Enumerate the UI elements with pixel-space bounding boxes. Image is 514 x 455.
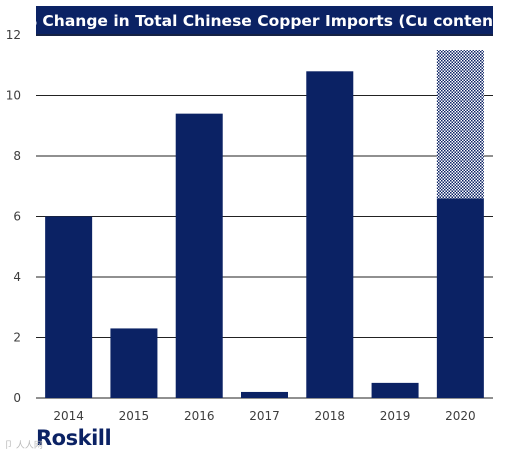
y-tick-label-6: 6 — [13, 210, 21, 224]
y-tick-label-2: 2 — [13, 331, 21, 345]
grid-lines — [36, 34, 493, 399]
bar-2020 — [436, 198, 484, 398]
watermark: 卩 人人网 — [4, 441, 43, 451]
x-tick-label-2016: 2016 — [184, 409, 215, 423]
x-axis-ticks: 2014 2015 2016 2017 2018 2019 2020 — [53, 409, 475, 423]
x-tick-label-2014: 2014 — [53, 409, 84, 423]
bar-2017 — [241, 391, 288, 398]
bar-hatched-2020 — [436, 50, 484, 199]
y-tick-label-8: 8 — [13, 149, 21, 163]
chart-title: % Change in Total Chinese Copper Imports… — [21, 12, 508, 30]
bar-2019 — [371, 382, 419, 398]
x-tick-label-2017: 2017 — [249, 409, 280, 423]
bars — [45, 50, 484, 399]
chart-title-bar: % Change in Total Chinese Copper Imports… — [21, 6, 508, 36]
bar-2014 — [45, 216, 93, 398]
y-tick-label-12: 12 — [6, 28, 21, 42]
x-tick-label-2019: 2019 — [380, 409, 411, 423]
x-tick-label-2020: 2020 — [445, 409, 476, 423]
y-tick-label-0: 0 — [13, 391, 21, 405]
bar-2016 — [175, 113, 223, 399]
bar-2018 — [306, 71, 354, 399]
roskill-logo: Roskill — [36, 426, 112, 450]
x-tick-label-2018: 2018 — [315, 409, 346, 423]
y-tick-label-10: 10 — [6, 89, 21, 103]
y-axis-ticks: 0 2 4 6 8 10 12 — [6, 28, 21, 405]
x-tick-label-2015: 2015 — [119, 409, 150, 423]
bar-2015 — [110, 328, 158, 398]
y-tick-label-4: 4 — [13, 270, 21, 284]
